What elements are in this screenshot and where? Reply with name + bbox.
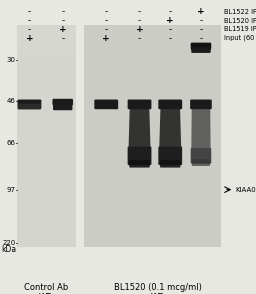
FancyBboxPatch shape [191, 43, 211, 50]
Text: +: + [102, 34, 110, 43]
Text: +: + [197, 7, 205, 16]
Text: -: - [138, 16, 141, 25]
Text: -: - [199, 16, 202, 25]
Text: -: - [169, 34, 172, 43]
FancyBboxPatch shape [129, 160, 150, 168]
FancyBboxPatch shape [190, 99, 212, 109]
Text: 46: 46 [6, 98, 15, 104]
Text: BL1520 (0.1 mcg/ml): BL1520 (0.1 mcg/ml) [114, 283, 202, 292]
Polygon shape [128, 108, 151, 163]
Text: -: - [28, 25, 31, 34]
FancyBboxPatch shape [17, 99, 41, 109]
Text: 220: 220 [2, 240, 15, 245]
Text: Input (60 mcg): Input (60 mcg) [224, 35, 256, 41]
FancyBboxPatch shape [17, 25, 76, 247]
Text: -: - [138, 7, 141, 16]
Text: BL1519 IP: BL1519 IP [224, 26, 256, 32]
FancyBboxPatch shape [128, 147, 152, 165]
Text: Control Ab: Control Ab [24, 283, 68, 292]
Text: -: - [199, 25, 202, 34]
Text: -: - [105, 16, 108, 25]
Text: -: - [28, 7, 31, 16]
Text: 97: 97 [6, 187, 15, 193]
FancyBboxPatch shape [18, 104, 41, 110]
FancyBboxPatch shape [192, 159, 210, 166]
Text: -: - [61, 16, 64, 25]
Text: -: - [61, 7, 64, 16]
FancyBboxPatch shape [191, 47, 211, 53]
Text: -: - [28, 16, 31, 25]
Polygon shape [191, 108, 211, 163]
Text: -: - [61, 34, 64, 43]
Text: +: + [26, 34, 33, 43]
FancyBboxPatch shape [94, 99, 118, 109]
FancyBboxPatch shape [52, 99, 73, 105]
FancyBboxPatch shape [191, 148, 211, 164]
Text: -: - [169, 7, 172, 16]
Text: 66: 66 [6, 140, 15, 146]
FancyBboxPatch shape [160, 160, 180, 168]
Text: -: - [199, 34, 202, 43]
Text: +: + [136, 25, 143, 34]
Text: WB: WB [39, 293, 53, 294]
FancyBboxPatch shape [76, 25, 84, 247]
Text: BL1520 IP: BL1520 IP [224, 18, 256, 24]
Text: -: - [105, 7, 108, 16]
Text: -: - [169, 25, 172, 34]
Text: -: - [105, 25, 108, 34]
Text: +: + [166, 16, 174, 25]
Text: kDa: kDa [1, 245, 16, 254]
Polygon shape [159, 108, 182, 163]
Text: BL1522 IP: BL1522 IP [224, 9, 256, 15]
FancyBboxPatch shape [53, 103, 72, 110]
FancyBboxPatch shape [128, 99, 152, 109]
FancyBboxPatch shape [158, 99, 182, 109]
Text: +: + [59, 25, 67, 34]
FancyBboxPatch shape [84, 25, 221, 247]
Text: 30: 30 [6, 57, 15, 63]
Text: -: - [138, 34, 141, 43]
FancyBboxPatch shape [158, 147, 182, 165]
Text: KIAA0082: KIAA0082 [236, 187, 256, 193]
Text: WB: WB [151, 293, 165, 294]
